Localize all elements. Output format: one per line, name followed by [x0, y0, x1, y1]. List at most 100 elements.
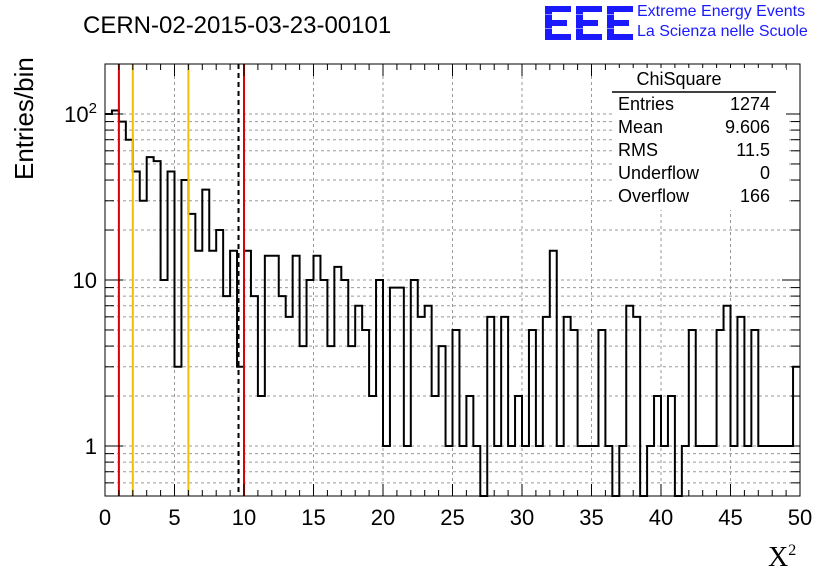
histogram-bin	[188, 214, 195, 496]
histogram-bin	[473, 446, 480, 496]
histogram-bin	[362, 330, 369, 496]
histogram-bin	[251, 296, 258, 496]
stats-box: ChiSquare Entries 1274 Mean 9.606 RMS 11.5 Und…	[612, 68, 786, 210]
x-tick-label: 5	[168, 505, 180, 530]
stats-row-label: Overflow	[618, 186, 690, 206]
stats-row-value: 1274	[730, 94, 770, 114]
histogram-bin	[668, 396, 675, 496]
histogram-bin	[564, 317, 571, 496]
x-tick-labels: 0 5 10 15 20 25 30 35 40 45 50	[99, 505, 812, 530]
histogram-bin	[307, 280, 314, 496]
histogram-bin	[508, 446, 515, 496]
histogram-bin	[501, 317, 508, 496]
eee-logo-text: Extreme Energy Events La Scienza nelle S…	[637, 2, 808, 42]
histogram-bin	[446, 446, 453, 496]
histogram-bin	[140, 201, 147, 496]
histogram-bin	[626, 306, 633, 496]
x-axis-label: X2	[768, 542, 796, 572]
stats-row-value: 11.5	[736, 140, 770, 160]
histogram-bin	[515, 396, 522, 496]
histogram-bin	[279, 296, 286, 496]
histogram-bin	[404, 446, 411, 496]
stats-row-label: Underflow	[618, 163, 700, 183]
histogram-bin	[453, 330, 460, 496]
histogram-bin	[327, 346, 334, 496]
histogram-bin	[314, 256, 321, 496]
histogram-bin	[578, 446, 585, 496]
stats-row-value: 0	[760, 163, 770, 183]
histogram-bin	[459, 446, 466, 496]
histogram-bin	[334, 267, 341, 496]
histogram-bin	[223, 296, 230, 496]
stats-row-value: 9.606	[725, 117, 770, 137]
histogram-bin	[126, 140, 133, 496]
histogram-bin	[320, 280, 327, 496]
histogram-bin	[439, 346, 446, 496]
histogram-bin	[272, 256, 279, 496]
histogram-bin	[737, 317, 744, 496]
histogram-bin	[112, 110, 119, 496]
histogram-bin	[348, 346, 355, 496]
histogram-bin	[147, 157, 154, 496]
y-tick-label: 102	[64, 100, 97, 127]
histogram-bin	[647, 446, 654, 496]
histogram-bin	[425, 306, 432, 496]
histogram-bin	[696, 446, 703, 496]
histogram-bin	[369, 396, 376, 496]
histogram-bin	[633, 317, 640, 496]
x-tick-label: 20	[371, 505, 395, 530]
chart-title: CERN-02-2015-03-23-00101	[83, 12, 391, 39]
histogram-bin	[209, 251, 216, 496]
eee-logo	[543, 2, 635, 49]
histogram-bin	[724, 306, 731, 496]
histogram-bin	[293, 256, 300, 496]
histogram-bin	[557, 446, 564, 496]
histogram-bin	[161, 280, 168, 496]
histogram-bin	[216, 230, 223, 496]
histogram-bin	[571, 330, 578, 496]
x-tick-label: 40	[649, 505, 673, 530]
histogram-bin	[133, 172, 140, 496]
histogram-bin	[418, 317, 425, 496]
x-tick-label: 25	[440, 505, 464, 530]
x-tick-label: 15	[301, 505, 325, 530]
x-tick-label: 0	[99, 505, 111, 530]
histogram-bin	[765, 446, 772, 496]
histogram-bin	[202, 190, 209, 496]
logo-line-2: La Scienza nelle Scuole	[637, 23, 808, 40]
histogram-bin	[265, 256, 272, 496]
stats-row-label: Mean	[618, 117, 663, 137]
y-tick-labels: 1 10 102	[64, 100, 97, 459]
stats-row-label: Entries	[618, 94, 674, 114]
histogram-bin	[772, 446, 779, 496]
x-tick-label: 30	[510, 505, 534, 530]
histogram-bin	[619, 446, 626, 496]
stats-row-label: RMS	[618, 140, 658, 160]
histogram-bin	[654, 396, 661, 496]
histogram-bin	[543, 317, 550, 496]
histogram-bin	[175, 367, 182, 496]
histogram-bin	[550, 251, 557, 496]
histogram-bin	[397, 288, 404, 496]
histogram-bin	[355, 306, 362, 496]
histogram-bin	[154, 161, 161, 496]
histogram-bin	[793, 367, 800, 496]
x-ticks	[104, 64, 801, 496]
histogram-bin	[592, 446, 599, 496]
histogram-bin	[383, 446, 390, 496]
histogram-bin	[258, 396, 265, 496]
histogram-bin	[536, 446, 543, 496]
histogram-outline	[105, 109, 800, 497]
histogram-bin	[341, 280, 348, 496]
histogram-bin	[522, 446, 529, 496]
histogram-bin	[751, 330, 758, 496]
histogram-bin	[744, 446, 751, 496]
y-ticks	[105, 63, 800, 497]
histogram-bin	[529, 330, 536, 496]
histogram-bin	[300, 346, 307, 496]
histogram-bin	[494, 446, 501, 496]
x-tick-label: 10	[232, 505, 256, 530]
histogram-bin	[237, 367, 244, 496]
eee-logo-mark	[543, 6, 635, 40]
